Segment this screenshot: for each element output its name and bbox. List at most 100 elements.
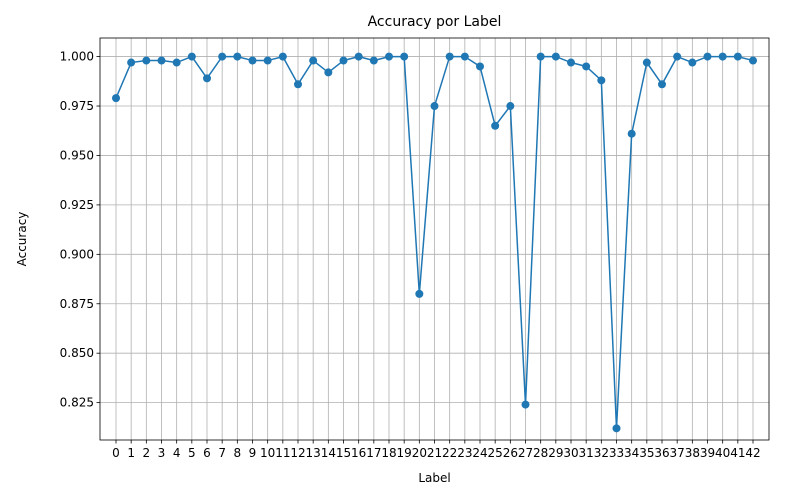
x-tick-label: 7	[218, 446, 226, 460]
data-point	[506, 102, 515, 111]
data-point	[187, 52, 196, 61]
data-point	[354, 52, 363, 61]
x-axis-ticks: 0 1 2 3 4 5 6 7 8 9 10 11 12 13 14 15 16 17 18 19 20 21 22 23 24…	[112, 440, 761, 460]
data-point	[445, 52, 454, 61]
series-accuracy	[112, 52, 757, 433]
x-tick-label: 9	[249, 446, 257, 460]
x-tick-label: 8	[234, 446, 242, 460]
x-tick-label: 19	[397, 446, 412, 460]
chart-title: Accuracy por Label	[368, 14, 502, 30]
x-tick-label: 10	[260, 446, 275, 460]
y-tick-label: 0.850	[60, 346, 94, 360]
data-point	[521, 400, 530, 409]
x-tick-label: 40	[715, 446, 730, 460]
data-point	[203, 74, 211, 83]
data-point	[369, 56, 378, 65]
data-point	[248, 56, 257, 65]
x-tick-label: 2	[143, 446, 151, 460]
data-point	[567, 58, 575, 67]
x-tick-label: 35	[639, 446, 654, 460]
x-tick-label: 39	[700, 446, 715, 460]
data-point	[157, 56, 166, 65]
x-tick-label: 38	[685, 446, 700, 460]
x-tick-label: 16	[351, 446, 366, 460]
data-point	[400, 52, 409, 61]
data-point	[673, 52, 682, 61]
data-point	[324, 68, 333, 77]
data-point	[642, 58, 651, 67]
x-tick-label: 31	[579, 446, 594, 460]
x-tick-label: 33	[609, 446, 624, 460]
x-tick-label: 3	[158, 446, 166, 460]
x-tick-label: 17	[366, 446, 381, 460]
data-point	[415, 289, 424, 298]
x-tick-label: 30	[563, 446, 578, 460]
y-tick-label: 0.950	[60, 148, 94, 162]
data-point	[172, 58, 181, 67]
x-tick-label: 15	[336, 446, 351, 460]
y-tick-label: 1.000	[60, 50, 94, 64]
x-tick-label: 29	[548, 446, 563, 460]
x-tick-label: 1	[127, 446, 135, 460]
data-point	[476, 62, 484, 71]
x-tick-label: 24	[472, 446, 487, 460]
data-point	[749, 56, 757, 65]
y-tick-label: 0.875	[60, 297, 94, 311]
y-tick-label: 0.975	[60, 99, 94, 113]
y-tick-label: 0.925	[60, 198, 94, 212]
data-point	[142, 56, 151, 65]
x-tick-label: 37	[670, 446, 685, 460]
y-axis-label: Accuracy	[15, 212, 29, 267]
x-tick-label: 6	[203, 446, 211, 460]
data-point	[491, 121, 500, 130]
x-axis-label: Label	[418, 471, 450, 485]
plot-frame	[99, 37, 770, 441]
x-tick-label: 23	[457, 446, 472, 460]
x-tick-label: 12	[290, 446, 305, 460]
data-point	[627, 129, 636, 138]
data-point	[218, 52, 227, 61]
data-point	[551, 52, 560, 61]
x-tick-label: 14	[321, 446, 336, 460]
data-point	[294, 80, 302, 89]
x-tick-label: 41	[730, 446, 745, 460]
data-point	[582, 62, 591, 71]
data-point	[112, 94, 120, 103]
x-tick-label: 22	[442, 446, 457, 460]
x-tick-label: 20	[412, 446, 427, 460]
data-point	[597, 76, 606, 85]
x-tick-label: 26	[503, 446, 518, 460]
y-tick-label: 0.825	[60, 396, 94, 410]
data-point	[703, 52, 712, 61]
x-tick-label: 5	[188, 446, 196, 460]
x-tick-label: 13	[306, 446, 321, 460]
data-point	[658, 80, 666, 89]
data-point	[688, 58, 697, 67]
data-point	[612, 424, 621, 433]
x-tick-label: 0	[112, 446, 120, 460]
x-tick-label: 27	[518, 446, 533, 460]
data-point	[718, 52, 727, 61]
data-point	[536, 52, 545, 61]
grid-lines	[100, 38, 769, 440]
data-point	[430, 102, 439, 111]
data-point	[339, 56, 348, 65]
x-tick-label: 34	[624, 446, 639, 460]
x-tick-label: 4	[173, 446, 181, 460]
x-tick-label: 21	[427, 446, 442, 460]
data-point	[309, 56, 318, 65]
data-point	[263, 56, 272, 65]
data-point	[233, 52, 242, 61]
x-tick-label: 36	[654, 446, 669, 460]
x-tick-label: 28	[533, 446, 548, 460]
data-point	[385, 52, 393, 61]
y-axis-ticks: 0.825 0.850 0.875 0.900 0.925 0.950 0.975 1.000	[60, 50, 100, 410]
x-tick-label: 32	[594, 446, 609, 460]
data-point	[733, 52, 742, 61]
data-point	[278, 52, 287, 61]
x-tick-label: 25	[488, 446, 503, 460]
x-tick-label: 11	[275, 446, 290, 460]
x-tick-label: 18	[381, 446, 396, 460]
